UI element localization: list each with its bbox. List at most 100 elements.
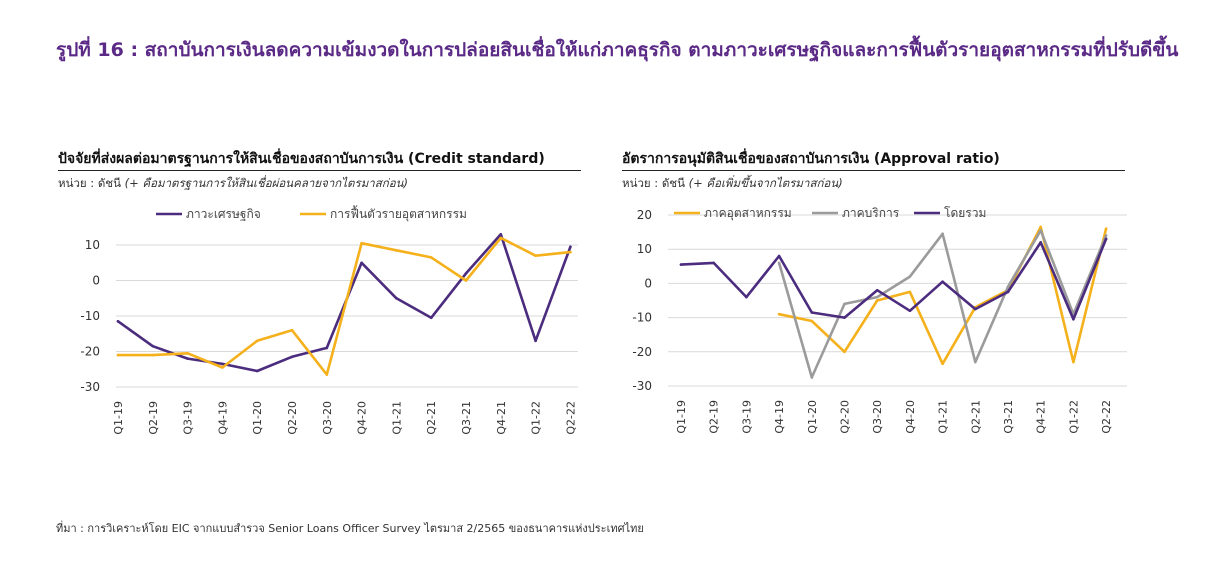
credit-standard-data-point (255, 339, 259, 343)
credit-standard-data-point (221, 362, 224, 366)
approval-ratio-legend-label: โดยรวม (944, 206, 986, 220)
approval-ratio-y-tick-label: 10 (637, 242, 652, 256)
approval-ratio-data-point (1072, 318, 1075, 321)
credit-standard-note: (+ คือมาตรฐานการให้สินเชื่อผ่อนคลายจากไต… (124, 176, 408, 190)
approval-ratio-data-point (908, 309, 912, 313)
approval-ratio-data-point (843, 316, 846, 319)
approval-ratio-data-point (1039, 225, 1042, 229)
credit-standard-data-point (290, 355, 294, 359)
credit-standard-x-tick-label: Q4-19 (216, 401, 229, 435)
approval-ratio-data-point (875, 295, 879, 299)
approval-ratio-y-tick-label: 0 (644, 276, 652, 290)
approval-ratio-x-tick-label: Q2-21 (969, 400, 982, 434)
approval-ratio-data-point (843, 302, 846, 306)
approval-ratio-data-point (1104, 227, 1108, 230)
credit-standard-data-point (569, 250, 572, 254)
approval-ratio-x-tick-label: Q2-19 (708, 400, 721, 434)
credit-standard-x-tick-label: Q4-20 (356, 401, 369, 435)
credit-standard-unit-label: หน่วย : ดัชนี (58, 176, 121, 190)
credit-standard-data-point (325, 346, 329, 350)
credit-standard-data-point (464, 279, 468, 282)
credit-standard-data-point (290, 328, 294, 332)
credit-standard-chart: 10 0 -10 -20 -30 Q1-19 Q2-19 Q3-19 Q4-19 Q1-20 Q2-… (80, 205, 578, 435)
approval-ratio-y-tick-label: -30 (632, 379, 652, 393)
approval-ratio-x-tick-label: Q1-21 (937, 400, 950, 434)
credit-standard-data-point (255, 369, 259, 373)
credit-standard-x-tick-label: Q2-20 (286, 401, 299, 435)
approval-ratio-data-point (712, 261, 715, 265)
approval-ratio-data-point (1006, 285, 1010, 289)
approval-ratio-data-point (1104, 234, 1108, 237)
approval-ratio-data-point (777, 312, 781, 316)
approval-ratio-data-point (974, 360, 977, 364)
approval-ratio-unit-label: หน่วย : ดัชนี (622, 176, 685, 190)
approval-ratio-y-tick-label: -20 (632, 345, 652, 359)
credit-standard-data-point (360, 241, 363, 245)
approval-ratio-x-tick-label: Q4-20 (904, 400, 917, 434)
approval-ratio-x-tick-label: Q4-19 (773, 400, 786, 434)
approval-ratio-data-point (745, 295, 748, 299)
approval-ratio-data-point (810, 376, 814, 379)
credit-standard-data-point (569, 245, 572, 249)
approval-ratio-x-tick-label: Q3-20 (871, 400, 884, 434)
approval-ratio-legend-label: ภาคบริการ (842, 206, 900, 220)
approval-ratio-y-tick-label: -10 (632, 311, 652, 325)
credit-standard-x-tick-label: Q2-21 (425, 401, 438, 435)
credit-standard-data-point (221, 366, 224, 369)
approval-ratio-data-point (1039, 241, 1042, 244)
source-note: ที่มา : การวิเคราะห์โดย EIC จากแบบสำรวจ … (56, 522, 644, 535)
credit-standard-x-tick-label: Q1-22 (530, 401, 543, 435)
approval-ratio-data-point (843, 350, 846, 354)
approval-ratio-data-point (941, 280, 944, 283)
approval-ratio-x-tick-label: Q2-22 (1100, 400, 1113, 434)
approval-ratio-x-tick-label: Q3-19 (740, 400, 753, 434)
credit-standard-data-point (151, 353, 155, 357)
credit-standard-x-tick-label: Q4-21 (495, 401, 508, 435)
approval-ratio-data-point (1006, 290, 1010, 294)
credit-standard-data-point (534, 339, 537, 343)
credit-standard-title: ปัจจัยที่ส่งผลต่อมาตรฐานการให้สินเชื่อขอ… (58, 151, 545, 167)
approval-ratio-data-point (810, 311, 814, 314)
approval-ratio-x-tick-label: Q1-19 (675, 400, 688, 434)
approval-ratio-data-point (941, 362, 944, 366)
approval-ratio-data-point (777, 261, 781, 265)
credit-standard-x-tick-label: Q3-20 (321, 401, 334, 435)
credit-standard-data-point (429, 316, 433, 320)
credit-standard-x-tick-label: Q1-20 (251, 401, 264, 435)
approval-ratio-data-point (941, 232, 944, 236)
approval-ratio-note: (+ คือเพิ่มขึ้นจากไตรมาสก่อน) (688, 176, 843, 190)
approval-ratio-data-point (777, 254, 781, 258)
approval-ratio-data-point (875, 288, 879, 292)
credit-standard-x-tick-label: Q2-22 (564, 401, 577, 435)
credit-standard-data-point (360, 261, 363, 265)
credit-standard-legend-label: ภาวะเศรษฐกิจ (186, 207, 261, 221)
credit-standard-data-point (395, 249, 398, 252)
approval-ratio-data-point (810, 319, 814, 323)
credit-standard-data-point (116, 320, 120, 323)
credit-standard-x-tick-label: Q3-19 (182, 401, 195, 435)
credit-standard-y-tick-label: -20 (80, 345, 100, 359)
credit-standard-data-point (186, 357, 189, 360)
approval-ratio-data-point (1039, 229, 1042, 232)
approval-ratio-data-point (974, 307, 977, 311)
approval-ratio-legend-label: ภาคอุตสาหกรรม (704, 206, 792, 221)
approval-ratio-x-tick-label: Q1-20 (806, 400, 819, 434)
approval-ratio-panel: อัตราการอนุมัติสินเชื่อของสถาบันการเงิน … (622, 148, 1142, 478)
approval-ratio-data-point (908, 275, 912, 278)
credit-standard-data-point (116, 353, 120, 357)
credit-standard-data-point (429, 256, 433, 259)
approval-ratio-data-point (908, 290, 912, 294)
approval-ratio-title-rule (622, 170, 1125, 171)
figure-title: รูปที่ 16 : สถาบันการเงินลดความเข้มงวดใน… (56, 39, 1179, 61)
approval-ratio-data-point (1104, 237, 1108, 241)
credit-standard-data-point (534, 254, 537, 257)
approval-ratio-data-point (1072, 360, 1075, 364)
credit-standard-y-tick-label: 10 (85, 238, 100, 252)
credit-standard-x-tick-label: Q1-21 (390, 401, 403, 435)
credit-standard-data-point (395, 296, 398, 300)
approval-ratio-data-point (679, 263, 683, 266)
credit-standard-y-tick-label: 0 (92, 274, 100, 288)
approval-ratio-chart: 20 10 0 -10 -20 -30 Q1-19 Q2-19 Q3-19 Q4-19 Q1-20 Q… (632, 206, 1127, 434)
credit-standard-data-point (499, 233, 503, 236)
credit-standard-x-tick-label: Q2-19 (147, 401, 160, 435)
